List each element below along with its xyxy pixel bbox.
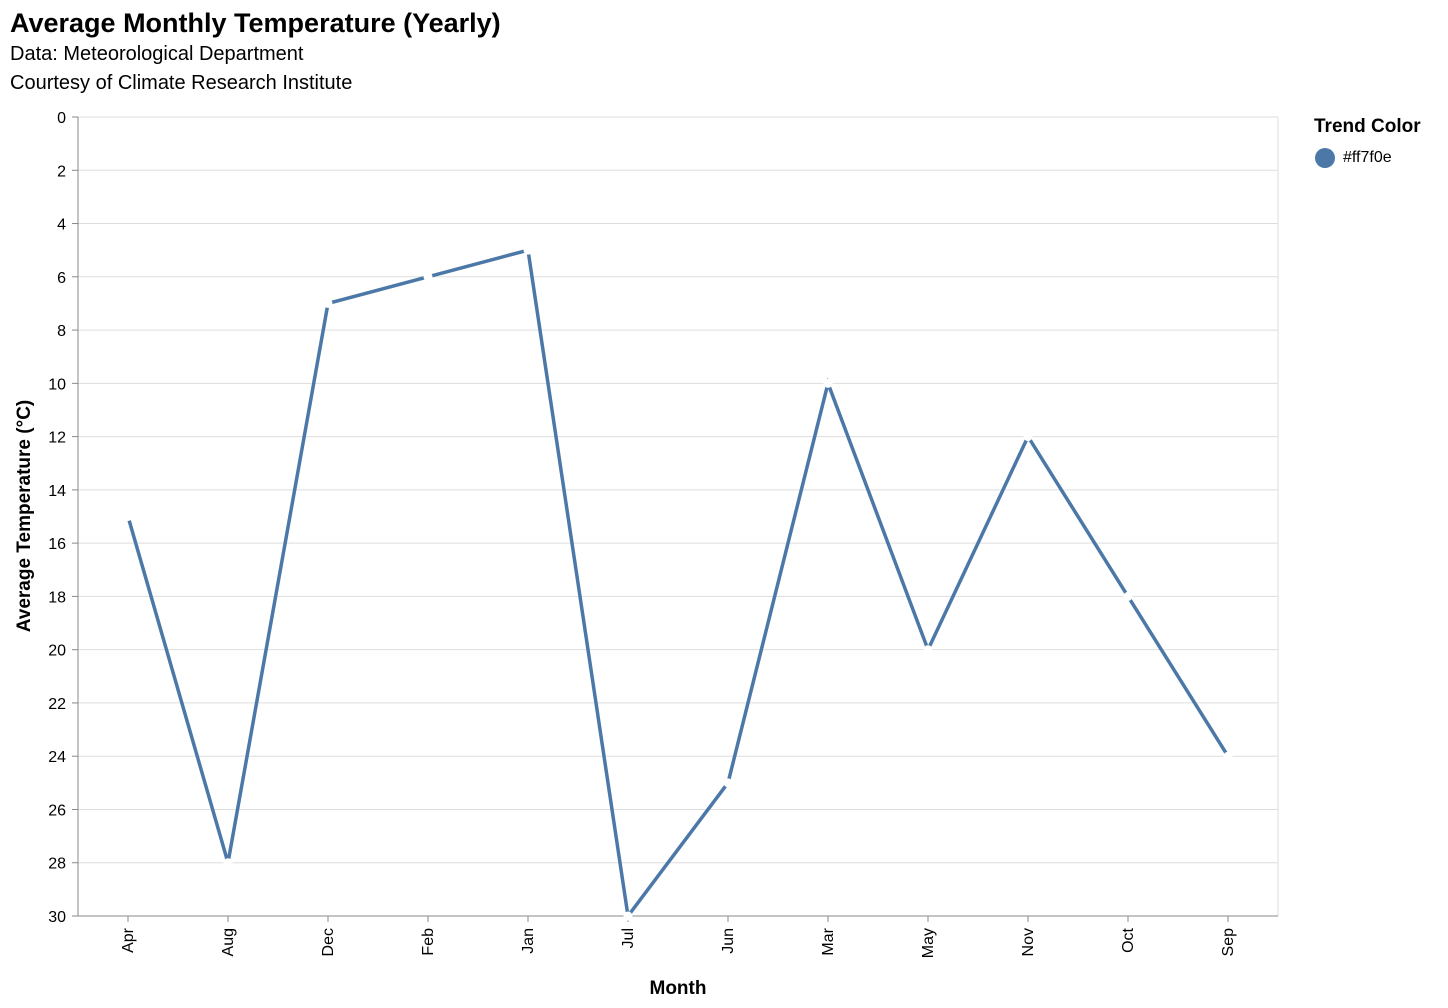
data-point — [323, 298, 333, 308]
series-line — [126, 247, 1230, 921]
data-point — [223, 858, 233, 868]
y-tick-label: 18 — [48, 589, 66, 606]
y-tick-label: 22 — [48, 696, 66, 713]
legend: Trend Color #ff7f0e — [1314, 114, 1421, 168]
chart-subtitle-source: Data: Meteorological Department — [10, 43, 304, 65]
x-tick-label: Apr — [120, 927, 137, 953]
data-point — [523, 245, 533, 255]
legend-item: #ff7f0e — [1314, 148, 1421, 168]
x-tick-label: Aug — [220, 928, 237, 956]
y-tick-label: 16 — [48, 536, 66, 553]
y-axis-title: Average Temperature (°C) — [14, 400, 35, 633]
x-tick-label: May — [920, 928, 937, 958]
y-tick-label: 30 — [48, 909, 66, 926]
y-tick-label: 14 — [48, 483, 66, 500]
title-block: Average Monthly Temperature (Yearly) Dat… — [10, 6, 501, 98]
legend-title: Trend Color — [1314, 116, 1421, 137]
data-point — [1123, 591, 1133, 601]
series-marks — [123, 245, 1233, 921]
x-tick-label: Mar — [820, 927, 837, 955]
data-point — [923, 645, 933, 655]
y-tick-label: 4 — [57, 217, 66, 234]
grid-lines — [78, 116, 1279, 917]
x-tick-label: Jul — [620, 928, 637, 948]
data-point — [1023, 432, 1033, 442]
data-point — [1223, 751, 1233, 761]
y-tick-label: 20 — [48, 643, 66, 660]
y-tick-label: 12 — [48, 430, 66, 447]
data-point — [623, 911, 633, 921]
data-point — [723, 778, 733, 788]
data-point — [823, 378, 833, 388]
x-tick-label: Dec — [320, 928, 337, 956]
y-tick-label: 10 — [48, 376, 66, 393]
x-tick-label: Jan — [520, 928, 537, 954]
y-tick-label: 24 — [48, 749, 66, 766]
x-tick-label: Jun — [720, 928, 737, 954]
chart-subtitle-credit: Courtesy of Climate Research Institute — [10, 72, 353, 94]
y-tick-label: 0 — [57, 110, 66, 127]
x-tick-label: Nov — [1020, 928, 1037, 956]
x-tick-label: Oct — [1120, 927, 1137, 952]
y-tick-label: 6 — [57, 270, 66, 287]
x-axis-title: Month — [650, 978, 707, 999]
y-tick-label: 26 — [48, 802, 66, 819]
data-point — [423, 272, 433, 282]
legend-item-label: #ff7f0e — [1343, 149, 1392, 166]
y-tick-label: 2 — [57, 163, 66, 180]
x-tick-label: Feb — [420, 928, 437, 956]
y-tick-label: 8 — [57, 323, 66, 340]
chart-title: Average Monthly Temperature (Yearly) — [10, 8, 501, 38]
x-tick-label: Sep — [1220, 928, 1237, 957]
data-point — [123, 512, 133, 521]
legend-swatch-circle-icon — [1315, 148, 1335, 168]
y-tick-label: 28 — [48, 856, 66, 873]
